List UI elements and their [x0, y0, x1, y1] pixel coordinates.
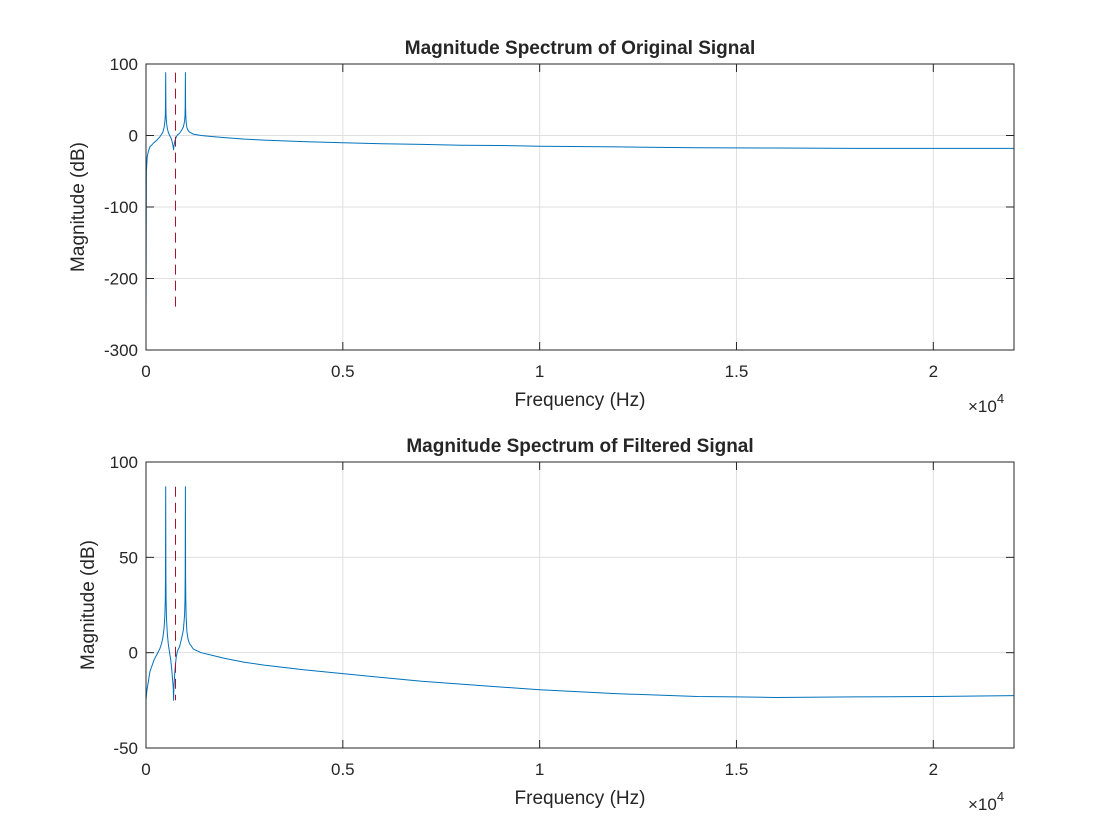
x-tick-label: 0.5	[331, 760, 355, 779]
x-axis-exponent: ×104	[968, 391, 1004, 416]
x-tick-label: 2	[929, 362, 938, 381]
x-tick-label: 1	[535, 760, 544, 779]
original-spectrum-subplot: 0 0.5 1 1.5 2 100 0 -100 -200 -300 Magnitude Spec…	[68, 38, 1015, 416]
y-tick-label: -300	[104, 341, 138, 360]
x-axis-exponent-power: 4	[997, 789, 1004, 804]
plot-lines	[145, 72, 1014, 308]
y-axis-label: Magnitude (dB)	[68, 142, 89, 272]
y-tick-label: 0	[129, 127, 138, 146]
y-tick-label: -50	[113, 739, 138, 758]
x-tick-label: 0.5	[331, 362, 355, 381]
y-tick-label: 50	[119, 548, 138, 567]
x-tick-label: 1.5	[725, 362, 749, 381]
chart-title: Magnitude Spectrum of Filtered Signal	[406, 436, 753, 457]
x-axis-exponent-base: ×10	[968, 397, 997, 416]
y-tick-label: 100	[110, 55, 138, 74]
x-tick-label: 2	[929, 760, 938, 779]
x-tick-label: 0	[141, 362, 150, 381]
chart-title: Magnitude Spectrum of Original Signal	[405, 38, 755, 59]
x-axis-exponent-base: ×10	[968, 795, 997, 814]
x-tick-label: 1	[535, 362, 544, 381]
y-tick-label: -200	[104, 270, 138, 289]
x-tick-label: 1.5	[725, 760, 749, 779]
y-tick-label: -100	[104, 198, 138, 217]
axes-box	[145, 461, 1015, 749]
plot-lines	[145, 486, 1015, 701]
magnitude-spectrum-line	[145, 72, 1014, 308]
y-tick-label: 0	[129, 644, 138, 663]
ticks: 0 0.5 1 1.5 2 100 0 -100 -200 -300	[104, 55, 1014, 381]
x-axis-exponent-power: 4	[997, 391, 1004, 406]
x-tick-label: 0	[141, 760, 150, 779]
y-tick-label: 100	[110, 453, 138, 472]
y-axis-label: Magnitude (dB)	[78, 540, 99, 670]
magnitude-spectrum-line	[145, 486, 1015, 701]
x-axis-label: Frequency (Hz)	[515, 788, 646, 809]
x-axis-exponent: ×104	[968, 789, 1004, 814]
x-axis-label: Frequency (Hz)	[515, 390, 646, 411]
